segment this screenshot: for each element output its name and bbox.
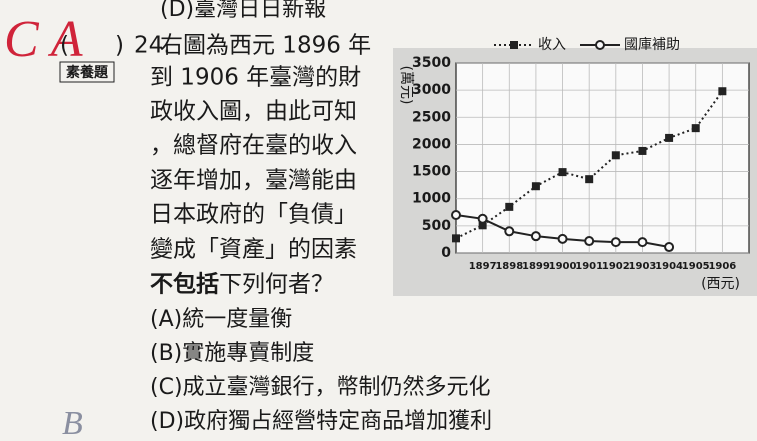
- x-tick-label: 1905: [682, 261, 710, 272]
- point: [505, 202, 514, 211]
- y-tick-label: 500: [422, 218, 451, 234]
- x-tick-label: 1897: [469, 261, 497, 272]
- point: [611, 151, 620, 160]
- y-tick-label: 3000: [412, 82, 451, 98]
- point: [584, 236, 595, 247]
- x-tick-label: 1903: [629, 261, 657, 272]
- legend-label: 國庫補助: [624, 36, 680, 53]
- point: [557, 233, 568, 244]
- answer-bracket: ( ): [60, 33, 124, 59]
- x-tick-label: 1902: [602, 261, 630, 272]
- x-tick-label: 1906: [708, 261, 736, 272]
- legend-marker: [595, 40, 605, 50]
- question-line: 變成「資產」的因素: [150, 237, 357, 263]
- chart: 0 500 1000 1500 2000 2500 3000 3500 189718981899…: [398, 36, 750, 292]
- y-tick-label: 1000: [412, 191, 451, 207]
- option: (B)實施專賣制度: [150, 341, 314, 366]
- series-line: [455, 90, 724, 240]
- point: [531, 182, 540, 191]
- question-emphasis: 不包括: [150, 271, 219, 298]
- point: [452, 234, 460, 243]
- point: [530, 231, 541, 242]
- y-tick-label: 0: [441, 245, 451, 261]
- question-line: 政收入圖，由此可知: [150, 99, 357, 125]
- point: [478, 221, 487, 230]
- point: [610, 237, 621, 248]
- tag: 素養題: [66, 64, 109, 81]
- question-number: 24.: [134, 33, 171, 59]
- point: [691, 124, 700, 133]
- legend-marker: [510, 41, 518, 49]
- x-tick-label: 1898: [495, 261, 523, 272]
- legend-label: 收入: [538, 37, 566, 53]
- point: [451, 210, 461, 220]
- x-tick-label: 1901: [575, 261, 603, 272]
- x-tick-label: 1900: [549, 261, 577, 272]
- y-tick-label: 1500: [412, 164, 451, 180]
- question-line: 日本政府的「負債」: [150, 202, 357, 228]
- tag-box: [59, 61, 115, 83]
- prev-option: (D)臺灣日日新報: [160, 0, 326, 22]
- question-line: 右圖為西元 1896 年: [160, 33, 371, 59]
- handwritten-note: B: [62, 405, 83, 441]
- plot-area: [455, 62, 750, 254]
- option: (C)成立臺灣銀行，幣制仍然多元化: [150, 375, 491, 400]
- point: [504, 226, 515, 237]
- point: [585, 175, 594, 184]
- point: [477, 213, 488, 224]
- x-axis-label: (西元): [701, 276, 740, 292]
- x-tick-label: 1899: [522, 261, 550, 272]
- question-line: 逐年增加，臺灣能由: [150, 168, 357, 194]
- option: (D)政府獨占經營特定商品增加獲利: [150, 409, 492, 434]
- y-tick-label: 2000: [412, 136, 451, 152]
- option: (A)統一度量衡: [150, 307, 292, 332]
- y-tick-label: 2500: [412, 109, 451, 125]
- question-line: 到 1906 年臺灣的財: [150, 65, 361, 91]
- point: [664, 242, 675, 253]
- x-tick-label: 1904: [655, 261, 683, 272]
- y-axis-label: (萬元): [398, 66, 414, 105]
- point: [665, 133, 674, 142]
- handwritten-answer: C A: [4, 11, 83, 68]
- point: [558, 168, 567, 177]
- question-line: ，總督府在臺的收入: [150, 133, 357, 159]
- question-line: 下列何者？: [219, 272, 334, 298]
- point: [637, 237, 648, 248]
- y-tick-label: 3500: [412, 55, 451, 71]
- point: [638, 146, 647, 155]
- point: [718, 87, 727, 96]
